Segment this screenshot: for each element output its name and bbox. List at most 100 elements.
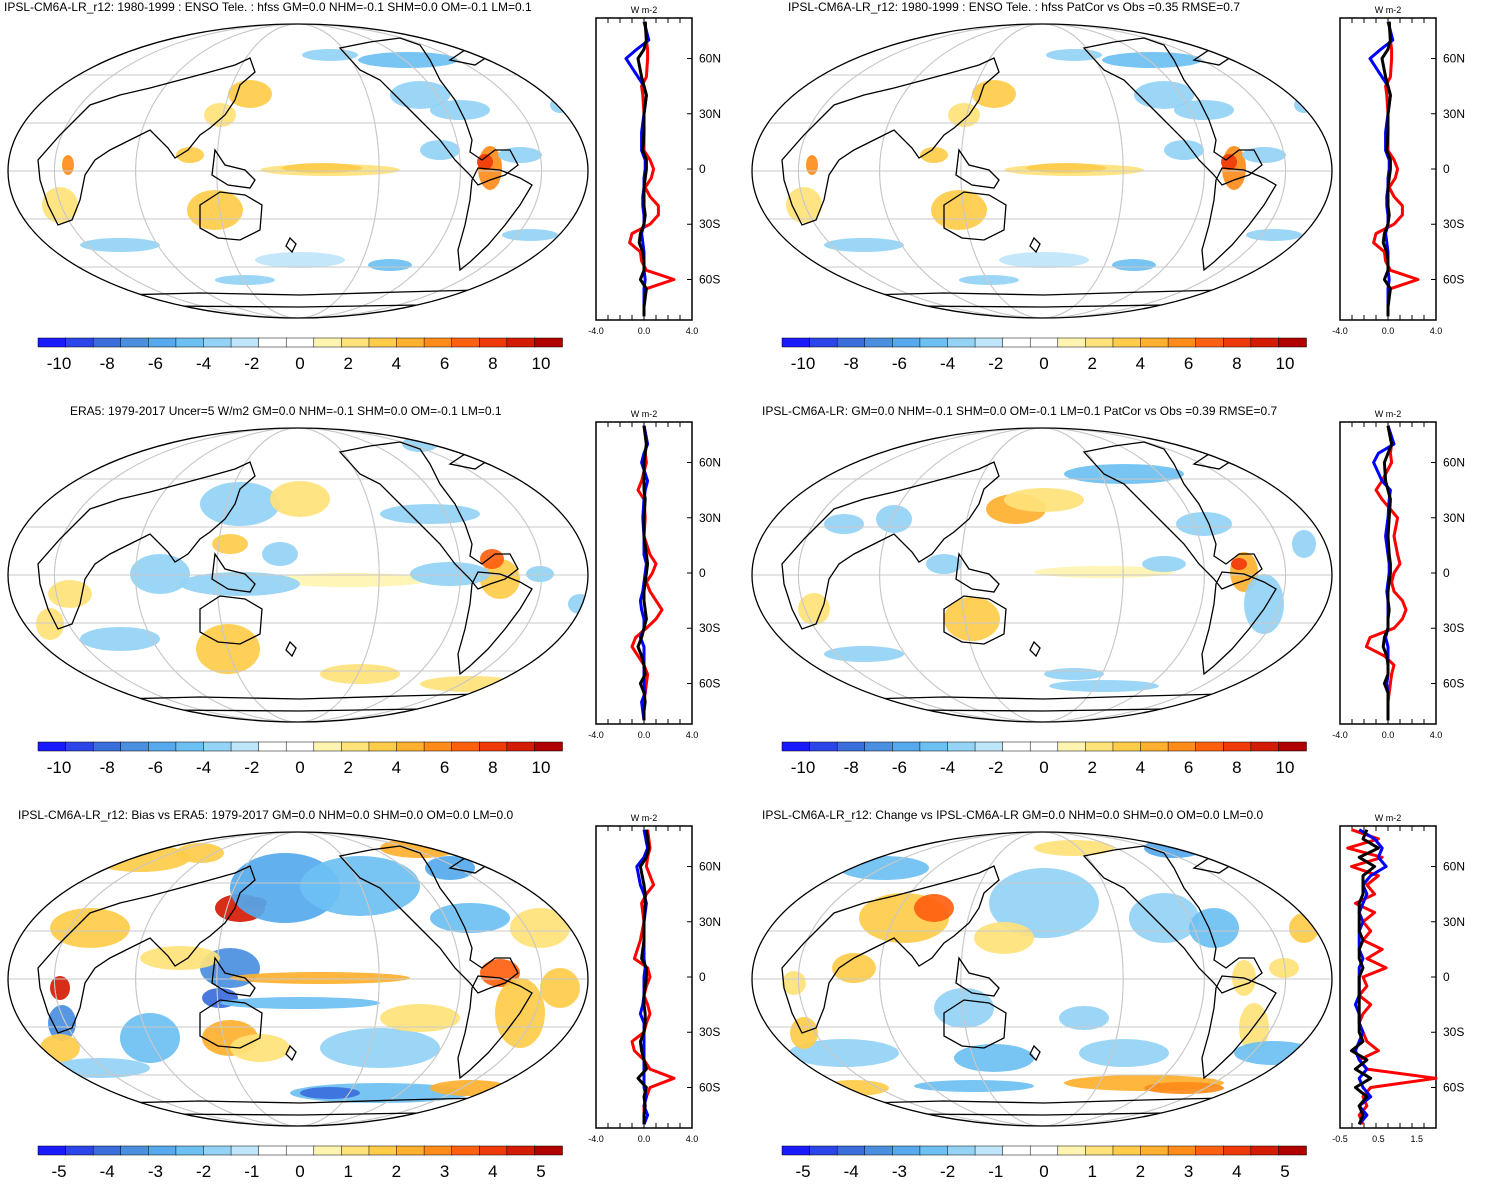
panel-svg: -10 -8 -6 -4 -2 0 2 4 6 8 10 W m-2 60N 30N 0 30S 60S -4.0… xyxy=(751,409,1465,777)
anomaly-patch xyxy=(948,103,980,127)
anomaly-patch xyxy=(300,1087,360,1099)
colorbar-swatch xyxy=(1167,741,1197,752)
anomaly-patch xyxy=(999,252,1089,268)
anomaly-patch xyxy=(824,514,864,534)
colorbar-swatch xyxy=(37,337,67,348)
colorbar-swatch xyxy=(37,741,67,752)
colorbar-tick-label: 1 xyxy=(1087,1162,1096,1181)
colorbar-tick-label: 6 xyxy=(1184,758,1193,777)
zonal-profile: W m-2 60N 30N 0 30S 60S -4.0 0.0 4.0 xyxy=(588,813,721,1144)
colorbar-tick-label: 0 xyxy=(295,1162,304,1181)
colorbar-swatch xyxy=(341,1145,370,1156)
profile-lat-label: 60S xyxy=(699,272,720,286)
colorbar-tick-label: -8 xyxy=(100,354,115,373)
anomaly-patch xyxy=(368,259,412,271)
colorbar-swatch xyxy=(974,741,1004,752)
anomaly-patch xyxy=(36,608,64,640)
colorbar: -10 -8 -6 -4 -2 0 2 4 6 8 10 xyxy=(781,741,1307,777)
anomaly-patch xyxy=(789,1039,899,1067)
anomaly-patch xyxy=(824,646,904,662)
colorbar-tick-label: -2 xyxy=(940,1162,955,1181)
colorbar-swatch xyxy=(1278,337,1307,348)
profile-lat-label: 0 xyxy=(699,970,706,984)
anomaly-patch xyxy=(480,549,504,569)
anomaly-patch xyxy=(320,664,400,684)
colorbar-swatch xyxy=(423,741,453,752)
colorbar-swatch xyxy=(65,741,94,752)
colorbar-swatch xyxy=(285,741,315,752)
anomaly-patch xyxy=(62,155,74,175)
anomaly-patch xyxy=(50,976,70,1000)
colorbar-swatch xyxy=(919,1145,949,1156)
colorbar-swatch xyxy=(1029,337,1059,348)
profile-x-tick-label: 0.5 xyxy=(1372,1134,1385,1144)
anomaly-patch xyxy=(502,229,558,241)
anomaly-patch xyxy=(931,190,987,230)
anomaly-patch xyxy=(48,1005,76,1041)
colorbar-swatch xyxy=(974,1145,1004,1156)
colorbar-swatch xyxy=(947,337,976,348)
anomaly-patch xyxy=(1269,958,1299,978)
anomaly-patch xyxy=(526,566,554,582)
profile-lat-label: 30S xyxy=(699,1025,720,1039)
anomaly-patch xyxy=(430,1080,510,1096)
colorbar-tick-label: 10 xyxy=(1276,354,1295,373)
colorbar-tick-label: -8 xyxy=(100,758,115,777)
anomaly-patch xyxy=(1142,556,1186,572)
colorbar-tick-label: 0 xyxy=(295,354,304,373)
anomaly-patch xyxy=(876,505,912,533)
anomaly-patch xyxy=(914,894,954,922)
anomaly-patch xyxy=(972,80,1016,108)
colorbar-swatch xyxy=(919,337,949,348)
colorbar-tick-label: -1 xyxy=(988,1162,1003,1181)
colorbar-tick-label: -6 xyxy=(892,354,907,373)
profile-lat-label: 60N xyxy=(1443,52,1465,66)
profile-x-tick-label: 0.0 xyxy=(1382,326,1395,336)
anomaly-patch xyxy=(806,155,818,175)
anomaly-patch xyxy=(926,554,962,574)
profile-lat-label: 30S xyxy=(1443,1025,1464,1039)
colorbar-swatch xyxy=(1140,1145,1169,1156)
colorbar-swatch xyxy=(947,741,976,752)
profile-x-tick-label: 1.5 xyxy=(1411,1134,1424,1144)
anomaly-patch xyxy=(1292,530,1316,558)
profile-lat-label: 30N xyxy=(1443,107,1465,121)
colorbar-swatch xyxy=(1195,337,1225,348)
map-border xyxy=(7,427,589,723)
colorbar-swatch xyxy=(120,337,150,348)
colorbar-swatch xyxy=(1002,337,1031,348)
anomaly-patch xyxy=(1246,229,1302,241)
colorbar-tick-label: 2 xyxy=(1087,758,1096,777)
colorbar-swatch xyxy=(65,337,94,348)
colorbar-tick-label: -6 xyxy=(148,758,163,777)
colorbar-tick-label: 6 xyxy=(440,758,449,777)
anomaly-patch xyxy=(1189,908,1239,948)
colorbar-swatch xyxy=(368,741,398,752)
colorbar-tick-label: 4 xyxy=(1136,758,1145,777)
profile-lat-label: 60N xyxy=(699,860,721,874)
colorbar-swatch xyxy=(836,337,866,348)
colorbar-tick-label: 2 xyxy=(392,1162,401,1181)
profile-units: W m-2 xyxy=(1375,5,1402,15)
colorbar-swatch xyxy=(534,337,563,348)
colorbar-swatch xyxy=(451,337,481,348)
colorbar: -10 -8 -6 -4 -2 0 2 4 6 8 10 xyxy=(781,337,1307,373)
colorbar-swatch xyxy=(65,1145,94,1156)
anomaly-patch xyxy=(824,238,904,252)
profile-lat-label: 60N xyxy=(1443,860,1465,874)
colorbar-swatch xyxy=(1112,1145,1142,1156)
colorbar-swatch xyxy=(148,1145,177,1156)
profile-lat-label: 60N xyxy=(699,456,721,470)
colorbar-swatch xyxy=(1140,741,1169,752)
colorbar-swatch xyxy=(1167,1145,1197,1156)
panel-title: IPSL-CM6A-LR_r12: 1980-1999 : ENSO Tele.… xyxy=(4,0,532,14)
anomaly-patch xyxy=(1294,97,1314,113)
colorbar-tick-label: -4 xyxy=(940,758,955,777)
anomaly-patch xyxy=(1231,558,1247,570)
panel-svg: -5 -4 -3 -2 -1 0 1 2 3 4 5 W m-2 60N 30N 0 30S 60S -4.0 0.… xyxy=(7,813,721,1181)
profile-x-tick-label: 4.0 xyxy=(686,730,699,740)
panel-svg: -10 -8 -6 -4 -2 0 2 4 6 8 10 W m-2 60N 30N 0 30S 60S -4.0… xyxy=(7,5,721,373)
colorbar-tick-label: 0 xyxy=(1039,758,1048,777)
colorbar-tick-label: 5 xyxy=(1280,1162,1289,1181)
colorbar-swatch xyxy=(1002,741,1031,752)
